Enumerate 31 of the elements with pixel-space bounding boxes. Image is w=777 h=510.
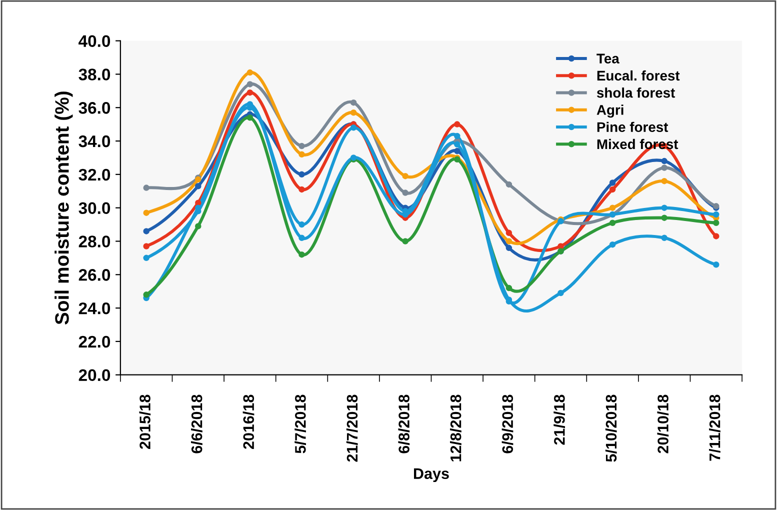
x-tick-label: 21/7/2018 (346, 394, 358, 462)
legend-label: Eucal. forest (597, 70, 680, 81)
x-tick-label: 6/9/2018 (502, 394, 514, 454)
x-tick-label: 6/8/2018 (398, 394, 410, 454)
y-tick-label: 40.0 (78, 35, 110, 48)
y-tick-label: 34.0 (78, 135, 110, 148)
legend-label: shola forest (596, 88, 676, 98)
y-axis-title: Soil moisture content (%) (54, 92, 73, 324)
x-tick-label: 21/9/18 (554, 394, 565, 445)
y-tick-label: 32.0 (78, 168, 110, 181)
legend-label: Agri (596, 104, 624, 118)
y-tick-label: 20.0 (78, 369, 110, 382)
x-tick-label: 2016/18 (242, 394, 254, 449)
y-tick-label: 22.0 (78, 336, 110, 348)
x-tick-label: 5/10/2018 (605, 394, 617, 462)
x-tick-label: 5/7/2018 (294, 394, 306, 454)
legend-label: Tea (596, 54, 620, 64)
y-tick-label: 28.0 (78, 236, 110, 248)
x-tick-label: 20/10/18 (657, 394, 669, 454)
x-tick-label: 7/11/2018 (709, 394, 720, 461)
x-tick-label: 12/8/2018 (450, 394, 462, 462)
legend-label: Pine forest (597, 122, 668, 132)
y-tick-label: 38.0 (78, 68, 110, 80)
y-tick-label: 36.0 (78, 102, 110, 114)
x-tick-label: 6/6/2018 (191, 394, 202, 454)
y-tick-label: 26.0 (78, 269, 110, 281)
y-tick-label: 24.0 (78, 302, 110, 314)
y-tick-label: 30.0 (78, 202, 110, 214)
legend-label: Mixed forest (597, 138, 678, 150)
x-axis-title: Days (414, 468, 449, 482)
x-tick-label: 2015/18 (139, 394, 151, 449)
